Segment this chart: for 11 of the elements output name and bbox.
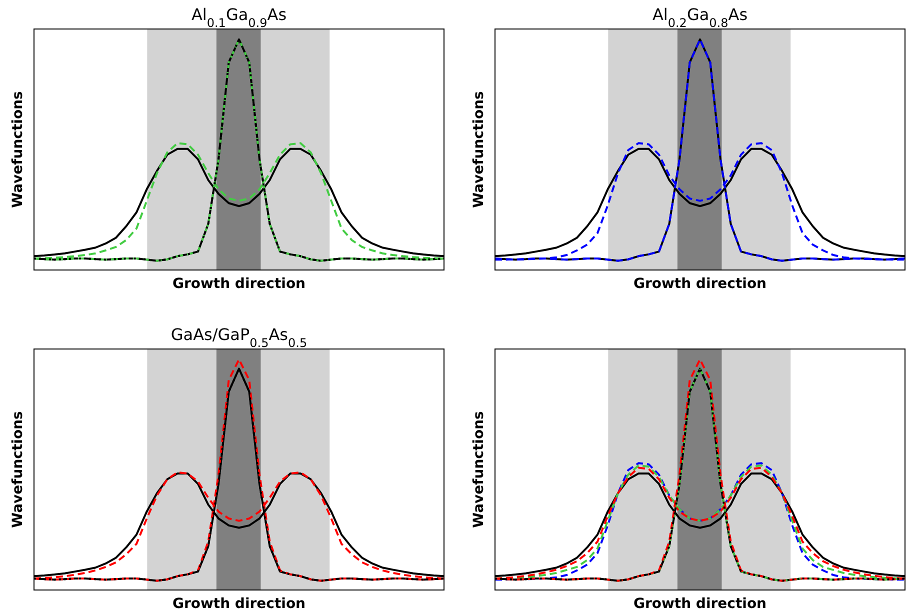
y-axis-title: Wavefunctions	[10, 411, 26, 528]
y-axis-title: Wavefunctions	[471, 91, 487, 208]
x-axis-title: Growth direction	[172, 276, 306, 292]
y-axis-title: Wavefunctions	[10, 91, 26, 208]
x-axis-title: Growth direction	[633, 276, 767, 292]
x-axis-title: Growth direction	[633, 596, 767, 612]
x-axis-title: Growth direction	[172, 596, 306, 612]
y-axis-title: Wavefunctions	[471, 411, 487, 528]
chart-title: Al$_{0.2}$Ga$_{0.8}$As	[652, 5, 748, 30]
chart-title: Al$_{0.1}$Ga$_{0.9}$As	[191, 5, 287, 30]
chart-title: GaAs/GaP$_{0.5}$As$_{0.5}$	[170, 325, 308, 350]
